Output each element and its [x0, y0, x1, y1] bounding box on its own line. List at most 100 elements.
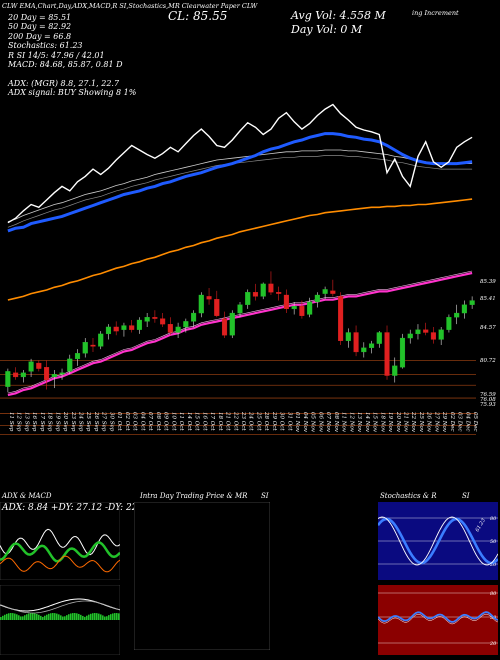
candle-body — [368, 343, 375, 348]
date-label: 20 Nov — [395, 411, 401, 433]
candle-body — [121, 325, 127, 330]
macd-histogram-bar — [34, 613, 36, 620]
date-label: 18 Nov — [379, 412, 385, 433]
candle-body — [105, 326, 112, 335]
candle-body — [229, 312, 235, 336]
price-level-grid — [0, 360, 476, 435]
candle-body — [268, 283, 274, 293]
adx-panel-title: ADX & MACD — [2, 492, 52, 500]
ema50-band-line — [7, 155, 473, 228]
candle-body — [113, 326, 119, 332]
date-label: 24 Oct — [248, 411, 254, 431]
candle-body — [237, 304, 243, 314]
stoch-d-line — [378, 517, 498, 565]
candle-body — [129, 325, 135, 330]
candle-body — [430, 332, 436, 340]
date-label: 18 Sep — [47, 412, 53, 432]
candle-body — [183, 321, 189, 328]
indicator-line: ADX signal: BUY Showing 8 1% — [8, 88, 137, 98]
close-line — [7, 103, 473, 224]
day-volume: Day Vol: 0 M — [291, 23, 363, 36]
adx-panel — [0, 502, 120, 580]
candle-body — [144, 317, 150, 322]
macd-histogram-bar — [84, 616, 86, 620]
macd-histogram-bar — [82, 615, 84, 620]
candle-body — [283, 294, 289, 310]
intraday-panel-title: Intra Day Trading Price & MR — [140, 492, 248, 500]
date-label: 15 Nov — [372, 412, 378, 433]
candle-body — [384, 332, 390, 376]
macd-histogram-bar — [62, 616, 64, 620]
stoch-panel-title: Stochastics & R — [380, 492, 437, 500]
date-label: 05 Dec — [472, 412, 478, 432]
indicator-line: 20 Day = 85.51 — [8, 13, 72, 22]
header-trend-label: ing Increment — [412, 9, 459, 17]
date-label: 08 Oct — [155, 412, 161, 431]
macd-histogram-bar — [116, 613, 118, 620]
close-price: CL: 85.55 — [168, 9, 228, 23]
date-label: 03 Dec — [457, 412, 463, 432]
candle-body — [245, 292, 251, 305]
candle-body — [353, 332, 359, 353]
candle-body — [167, 324, 173, 333]
candle-body — [307, 301, 313, 315]
macd-histogram-bar — [6, 613, 8, 620]
date-label: 27 Nov — [433, 411, 439, 433]
ema20-line — [7, 132, 473, 233]
price-level-label: 85.41 — [480, 296, 496, 302]
date-label: 25 Nov — [418, 411, 424, 433]
macd-histogram-bar — [22, 616, 24, 620]
macd-histogram-bar — [10, 613, 12, 620]
macd-histogram-bar — [16, 614, 18, 620]
macd-histogram-bar — [96, 613, 98, 620]
macd-histogram-bar — [30, 613, 32, 620]
macd-histogram-bar — [104, 616, 106, 620]
macd-histogram-bar — [106, 616, 108, 620]
macd-histogram-bar — [52, 613, 54, 620]
candle-body — [454, 312, 460, 318]
rsi-signal-line — [378, 613, 498, 625]
candle-body — [260, 283, 266, 297]
macd-histogram-bar — [36, 613, 38, 620]
price-level-label: 85.39 — [480, 279, 496, 285]
date-label: 18 Oct — [217, 412, 223, 431]
candle-body — [314, 294, 320, 303]
indicator-line: MACD: 84.68, 85.87, 0.81 D — [8, 60, 123, 69]
candle-body — [51, 374, 57, 378]
candle-body — [191, 312, 197, 322]
macd-histogram-bar — [54, 613, 56, 620]
date-label: 22 Oct — [232, 411, 238, 431]
date-label: 02 Oct — [124, 412, 130, 431]
macd-histogram-bar — [48, 613, 50, 620]
candle-body — [136, 319, 142, 330]
candle-body — [407, 333, 413, 339]
macd-histogram-bar — [28, 613, 30, 620]
candle-body — [214, 299, 220, 316]
macd-histogram-bar — [64, 616, 66, 620]
date-label: 29 Nov — [441, 411, 447, 433]
date-label: 24 Sep — [78, 411, 84, 432]
date-label: 31 Oct — [286, 412, 292, 431]
candle-body — [59, 372, 65, 375]
candle-body — [90, 344, 96, 347]
candle-body — [160, 318, 166, 325]
date-label: 26 Sep — [93, 411, 99, 432]
date-label: 07 Oct — [147, 412, 153, 431]
date-label: 01 Nov — [294, 412, 300, 433]
macd-histogram-bar — [80, 614, 82, 620]
date-label: 12 Nov — [348, 412, 354, 433]
candle-body — [98, 333, 104, 347]
macd-histogram-bar — [38, 614, 40, 620]
candle-body — [446, 317, 452, 330]
macd-panel — [0, 585, 120, 655]
adx-line — [0, 528, 120, 556]
date-label: 06 Nov — [317, 412, 323, 433]
candle-body — [330, 290, 336, 294]
macd-histogram-bar — [8, 613, 10, 620]
macd-histogram-bar — [68, 614, 70, 620]
date-label: 16 Oct — [201, 412, 207, 431]
